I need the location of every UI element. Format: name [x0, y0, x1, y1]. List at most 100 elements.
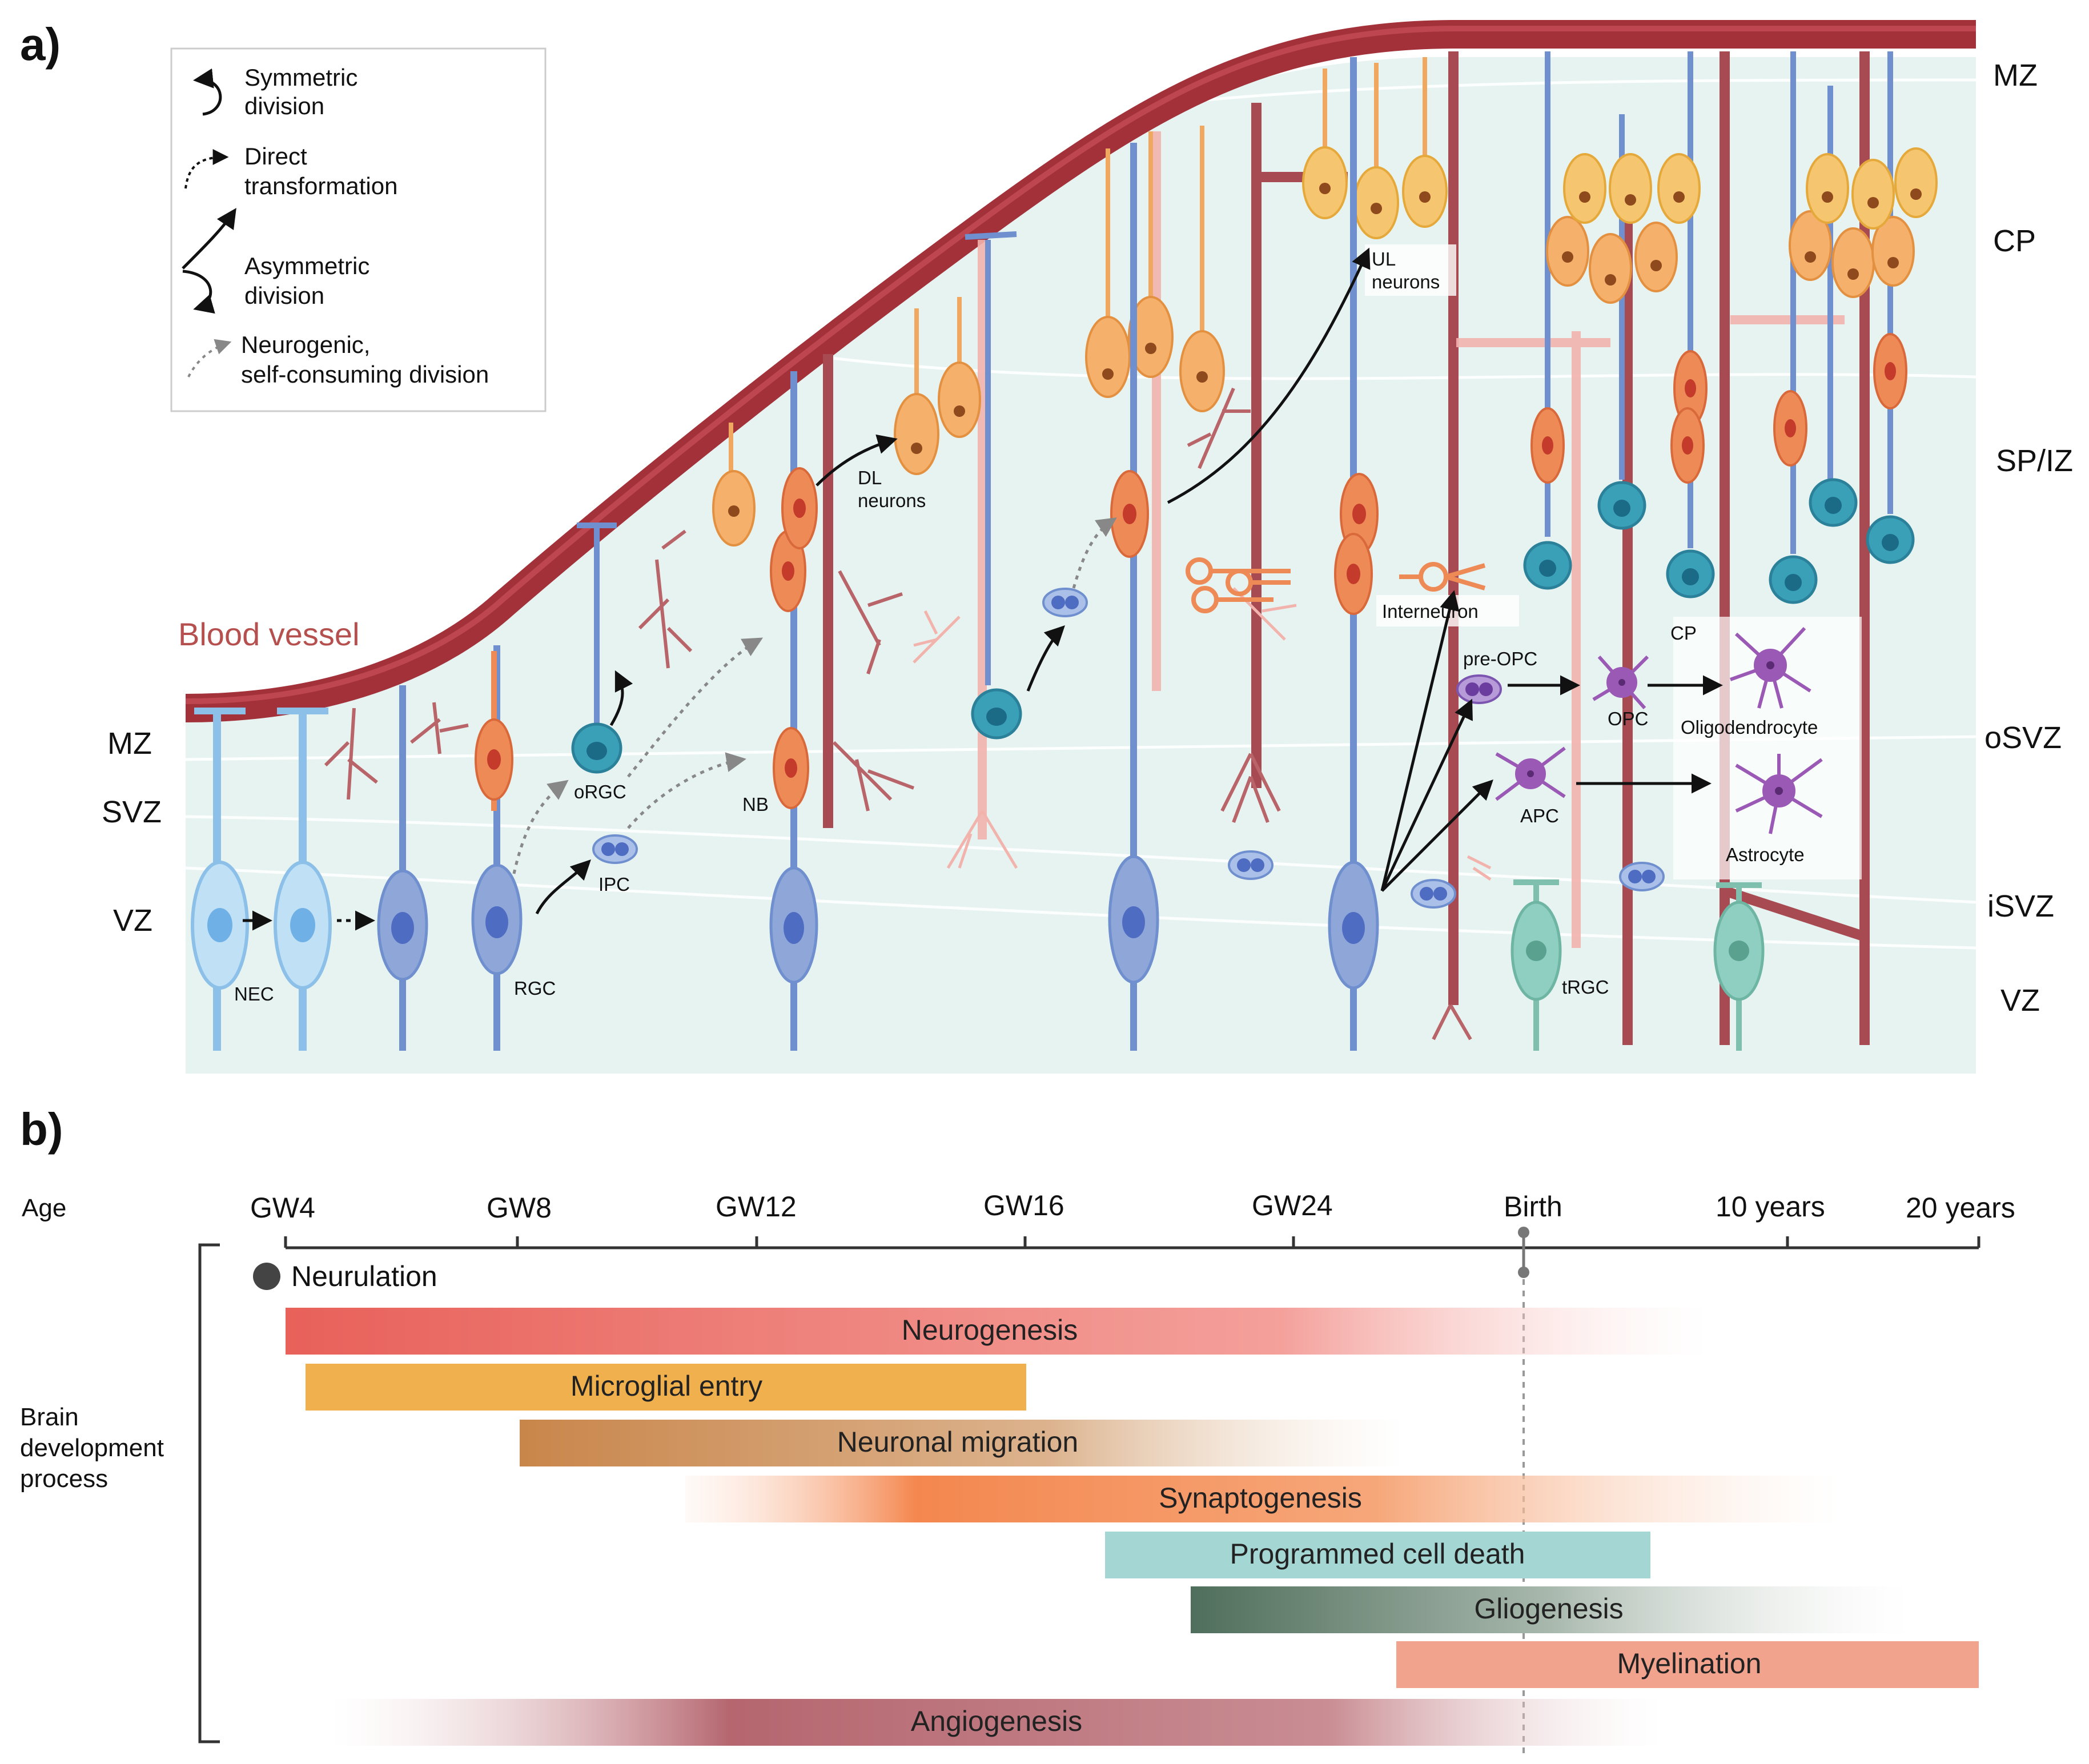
bar-label-angiogenesis: Angiogenesis [911, 1705, 1082, 1737]
birth-marker-bottom [1518, 1267, 1529, 1278]
legend-symmetric-line1: Symmetric [244, 64, 357, 91]
right-zone-vz: VZ [2000, 983, 2040, 1018]
right-zone-sp-iz: SP/IZ [1996, 444, 2073, 478]
tick-gw24: GW24 [1252, 1190, 1333, 1221]
glia-arrows [1380, 590, 1723, 892]
capillary-trees [324, 387, 1472, 1040]
label-nec: NEC [234, 983, 274, 1004]
bar-label-myelination: Myelination [1617, 1648, 1762, 1679]
right-zone-cp: CP [1993, 224, 2036, 258]
trgc-cell [1510, 879, 1562, 1051]
opc-cell [1592, 655, 1649, 709]
legend-direct-icon [184, 149, 229, 189]
rgc-cell [377, 685, 428, 1051]
label-orgc: oRGC [574, 781, 626, 802]
neurulation-dot [253, 1263, 280, 1290]
bar-label-programmed-cell-death: Programmed cell death [1230, 1538, 1525, 1570]
label-nb: NB [742, 794, 769, 815]
dl-neurons [894, 297, 981, 475]
legend-neurogenic-line2: self-consuming division [241, 361, 489, 388]
bar-angiogenesis [331, 1699, 1662, 1746]
bar-microglial-entry [306, 1364, 1026, 1411]
process-bracket [198, 1243, 220, 1743]
tick-gw16: GW16 [983, 1190, 1064, 1221]
tick-birth: Birth [1504, 1191, 1562, 1223]
label-ul-1: UL [1372, 248, 1396, 270]
bar-neuronal-migration [520, 1420, 1405, 1466]
ul-label-bg [1365, 244, 1456, 296]
tick-10-years: 10 years [1716, 1191, 1825, 1223]
label-rgc: RGC [514, 978, 556, 999]
label-ipc: IPC [598, 874, 630, 895]
legend-asymmetric-line1: Asymmetric [244, 252, 369, 279]
legend-direct-line1: Direct [244, 143, 307, 170]
blood-vessel-highlight [185, 26, 1976, 704]
ul-neurons [1302, 57, 1448, 239]
neurulation-label: Neurulation [291, 1260, 437, 1292]
label-ul-2: neurons [1372, 271, 1440, 292]
label-pre-opc: pre-OPC [1463, 648, 1537, 669]
right-zone-osvz: oSVZ [1984, 721, 2062, 755]
early-neuron [712, 423, 756, 547]
nec-cell [191, 708, 249, 1051]
label-cp-small: CP [1670, 622, 1697, 644]
legend-direct-line2: transformation [244, 172, 397, 199]
ipc-cell [592, 834, 638, 864]
legend-neurogenic-icon [187, 339, 232, 377]
bar-label-neuronal-migration: Neuronal migration [837, 1426, 1078, 1458]
process-label-line2: development [20, 1434, 164, 1462]
rgc-tall-right [1328, 57, 1379, 1051]
right-upper-neurons [1546, 147, 1938, 304]
left-zone-svz: SVZ [102, 795, 162, 829]
right-zone-isvz: iSVZ [1987, 889, 2054, 923]
tick-gw4: GW4 [250, 1192, 315, 1224]
legend-neurogenic-line1: Neurogenic, [241, 331, 370, 358]
interneurons-cluster [1186, 557, 1291, 613]
bar-label-gliogenesis: Gliogenesis [1474, 1593, 1623, 1625]
process-label-line3: process [20, 1465, 108, 1493]
bar-programmed-cell-death [1105, 1532, 1650, 1578]
astrocyte-cell [1735, 754, 1823, 834]
bar-synaptogenesis [685, 1476, 1839, 1522]
legend-symmetric-icon [193, 68, 222, 116]
pre-opc-cell [1456, 674, 1502, 704]
right-migrating-neurons [1530, 333, 1907, 484]
birth-marker-top [1518, 1227, 1529, 1238]
panel-b-letter: b) [20, 1104, 63, 1155]
nb-cell [769, 371, 818, 1051]
label-astrocyte: Astrocyte [1726, 844, 1805, 865]
label-apc: APC [1520, 805, 1559, 826]
light-vessels [978, 131, 1845, 948]
blood-vessel-label: Blood vessel [178, 616, 360, 652]
bar-label-neurogenesis: Neurogenesis [902, 1314, 1078, 1346]
migrating-neuron [475, 651, 513, 811]
label-opc: OPC [1608, 708, 1649, 729]
bar-label-synaptogenesis: Synaptogenesis [1159, 1482, 1362, 1514]
left-zone-mz: MZ [107, 726, 152, 761]
rgc-orgc-column [965, 231, 1088, 740]
mid-neurons [1085, 126, 1225, 412]
label-interneuron: Interneuron [1382, 601, 1479, 622]
age-label: Age [22, 1194, 66, 1222]
panel-a-letter: a) [20, 19, 61, 70]
label-oligodendrocyte: Oligodendrocyte [1681, 717, 1818, 738]
label-dl-2: neurons [858, 490, 926, 511]
lineage-arrows [512, 247, 1371, 915]
light-capillaries [913, 587, 1492, 881]
bar-neurogenesis [286, 1308, 1708, 1355]
trgc-cell [1713, 882, 1765, 1051]
legend-symmetric-line2: division [244, 93, 324, 119]
nec-cell [274, 708, 332, 1051]
blood-vessel [185, 20, 1976, 722]
small-ipcs [1228, 850, 1665, 909]
bar-myelination [1396, 1641, 1979, 1688]
tick-20-years: 20 years [1906, 1192, 2015, 1224]
label-dl-1: DL [858, 467, 882, 488]
rgc-tall-mid [1108, 143, 1159, 1051]
legend-asymmetric-line2: division [244, 282, 324, 309]
oligodendrocyte-cell [1729, 626, 1811, 709]
tick-gw12: GW12 [716, 1191, 797, 1223]
right-zone-mz: MZ [1993, 58, 2038, 93]
orgc-cell [571, 523, 622, 774]
